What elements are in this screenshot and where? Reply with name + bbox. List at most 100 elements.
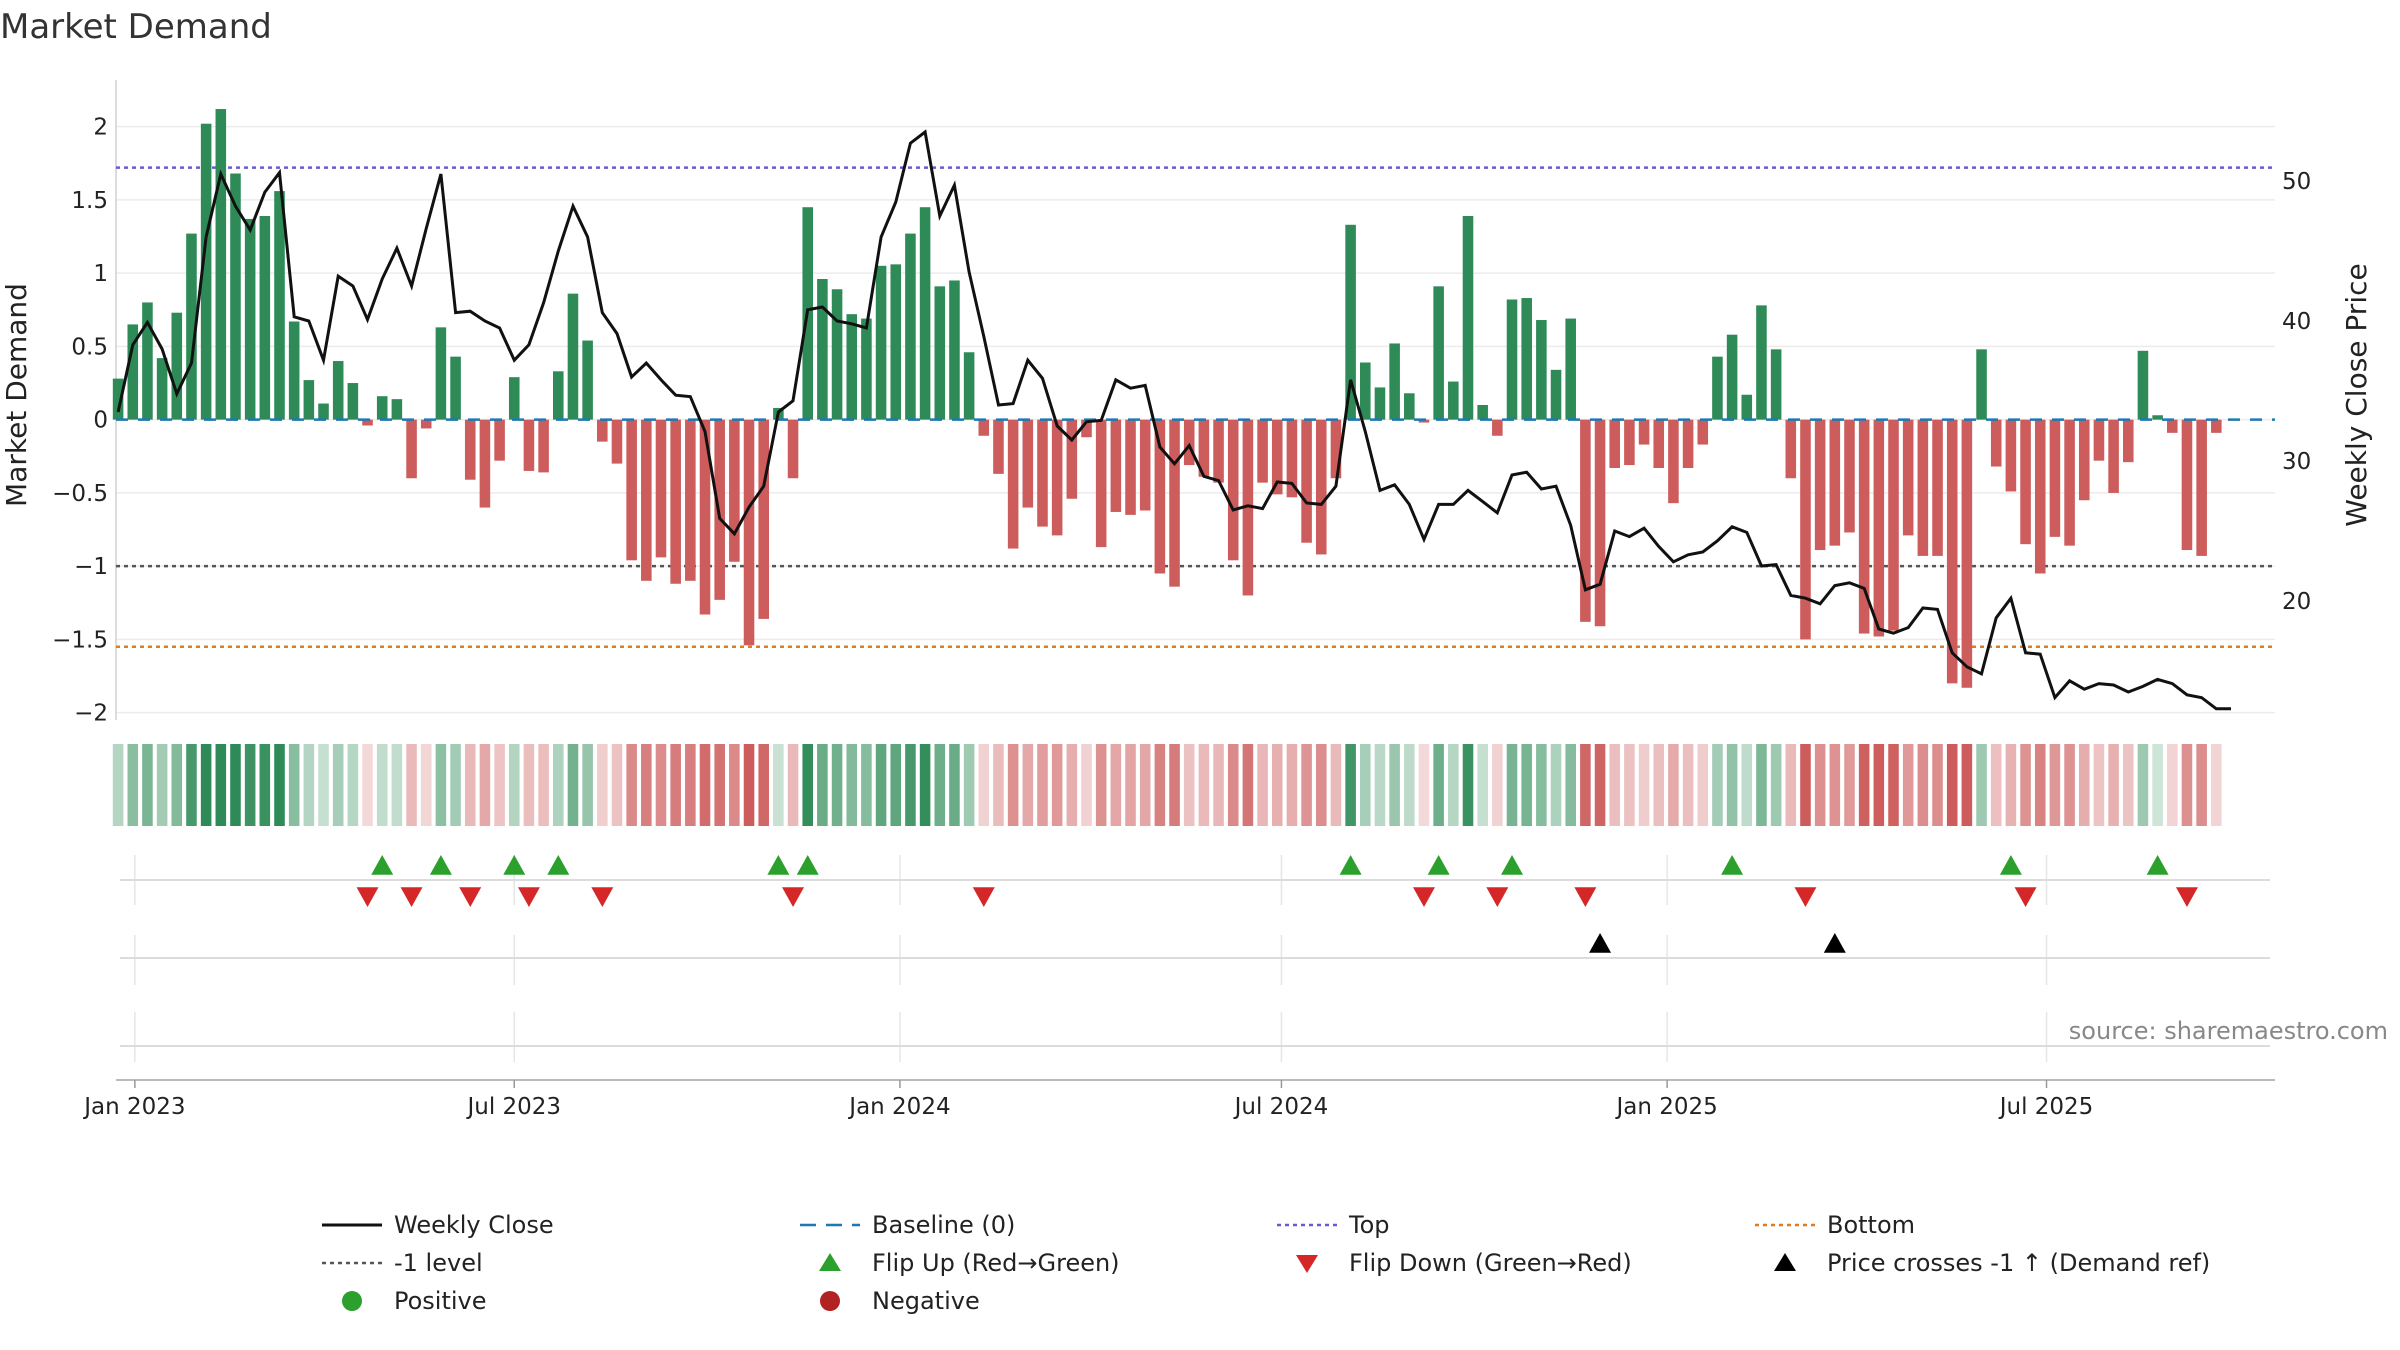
heat-cell	[626, 744, 637, 826]
heat-cell	[1697, 744, 1709, 826]
y-tick-label: −2	[74, 701, 108, 727]
heat-cell	[1932, 744, 1943, 826]
demand-bar	[1242, 419, 1254, 596]
heat-cell	[949, 744, 960, 826]
heat-cell	[1227, 744, 1239, 826]
y-tick-label: 0	[93, 408, 108, 434]
heat-cell	[1521, 744, 1532, 826]
demand-bar	[1095, 419, 1107, 548]
demand-bar	[552, 371, 564, 420]
flip-up-marker	[796, 855, 819, 875]
heat-cell	[787, 744, 799, 826]
demand-bar	[1668, 419, 1679, 504]
demand-bar	[1961, 419, 1973, 688]
y-tick-label: 2	[93, 115, 108, 141]
heat-cell	[2078, 744, 2090, 826]
demand-bar	[1227, 419, 1239, 561]
heat-cell	[890, 744, 902, 826]
heat-cell	[1741, 744, 1753, 826]
legend-label: Flip Up (Red→Green)	[872, 1249, 1120, 1277]
demand-bar	[685, 419, 696, 581]
demand-bar	[1756, 305, 1767, 420]
signal-markers	[356, 855, 2198, 953]
demand-bar	[1110, 419, 1122, 512]
flip-down-marker	[1486, 887, 1509, 907]
demand-bar	[1081, 419, 1092, 438]
heat-cell	[1066, 744, 1078, 826]
demand-bar	[1462, 216, 1474, 420]
heat-cell	[332, 744, 344, 826]
heat-cell	[1315, 744, 1327, 826]
demand-bar	[1594, 419, 1606, 627]
demand-bar	[978, 419, 990, 436]
legend-label: Flip Down (Green→Red)	[1349, 1249, 1632, 1277]
demand-bar	[1536, 320, 1547, 420]
flip-up-marker	[429, 855, 452, 875]
demand-bar	[156, 358, 168, 420]
demand-bar	[1609, 419, 1621, 468]
demand-bar	[450, 356, 461, 420]
demand-bar	[2108, 419, 2119, 493]
demand-bar	[1066, 419, 1078, 499]
demand-bar	[494, 419, 505, 461]
heat-cell	[1624, 744, 1635, 826]
heat-cell	[1051, 744, 1063, 826]
x-tick-label: Jan 2024	[847, 1094, 950, 1120]
demand-bar	[1169, 419, 1180, 587]
heat-cell	[1286, 744, 1298, 826]
heat-cell	[1477, 744, 1488, 826]
demand-bar	[1139, 419, 1151, 511]
demand-bar	[2005, 419, 2017, 492]
heat-cell	[1756, 744, 1767, 826]
demand-bar	[112, 378, 124, 420]
heat-cell	[435, 744, 447, 826]
demand-bar	[1521, 298, 1532, 420]
heat-cell	[2181, 744, 2193, 826]
demand-bar	[230, 173, 241, 420]
heat-cell	[1770, 744, 1782, 826]
flip-down-marker	[2175, 887, 2198, 907]
x-axis: Jan 2023 Jul 2023 Jan 2024 Jul 2024 Jan 2025…	[82, 1079, 2275, 1120]
demand-bar	[758, 419, 769, 619]
x-tick-label: Jul 2024	[1233, 1094, 1329, 1120]
heat-cell	[1183, 744, 1195, 826]
flip-down-marker	[1412, 887, 1435, 907]
heat-cell	[552, 744, 564, 826]
heat-cell	[758, 744, 769, 826]
y2-tick-label: 40	[2282, 309, 2311, 335]
heat-cell	[1800, 744, 1811, 826]
heat-cell	[817, 744, 828, 826]
heat-cell	[259, 744, 271, 826]
heat-cell	[362, 744, 373, 826]
heat-cell	[1990, 744, 2002, 826]
heat-cell	[582, 744, 593, 826]
heat-cell	[186, 744, 197, 826]
demand-bar	[1976, 349, 1987, 420]
heat-cell	[1154, 744, 1166, 826]
heat-cell	[905, 744, 916, 826]
demand-bar	[2181, 419, 2193, 551]
demand-bar	[1418, 419, 1430, 423]
y-axis-label: Market Demand	[0, 283, 33, 507]
demand-bar	[1198, 419, 1210, 477]
demand-bar	[1932, 419, 1943, 556]
heat-cell	[1433, 744, 1444, 826]
legend-item-flip_up: Flip Up (Red→Green)	[819, 1249, 1120, 1277]
demand-bar	[332, 361, 344, 420]
heat-cell	[993, 744, 1004, 826]
heat-cell	[464, 744, 476, 826]
legend: Weekly Close Baseline (0) Top Bottom -1 leve…	[322, 1211, 2210, 1315]
heat-cell	[127, 744, 139, 826]
demand-bar	[1330, 419, 1342, 479]
heat-cell	[2167, 744, 2178, 826]
heat-cell	[391, 744, 403, 826]
heat-cell	[450, 744, 461, 826]
heat-cell	[479, 744, 491, 826]
legend-swatch-positive	[342, 1291, 362, 1311]
heat-cell	[1110, 744, 1122, 826]
demand-bar	[905, 233, 916, 420]
flip-down-marker	[1574, 887, 1597, 907]
demand-bar	[787, 419, 799, 479]
heat-cell	[244, 744, 256, 826]
